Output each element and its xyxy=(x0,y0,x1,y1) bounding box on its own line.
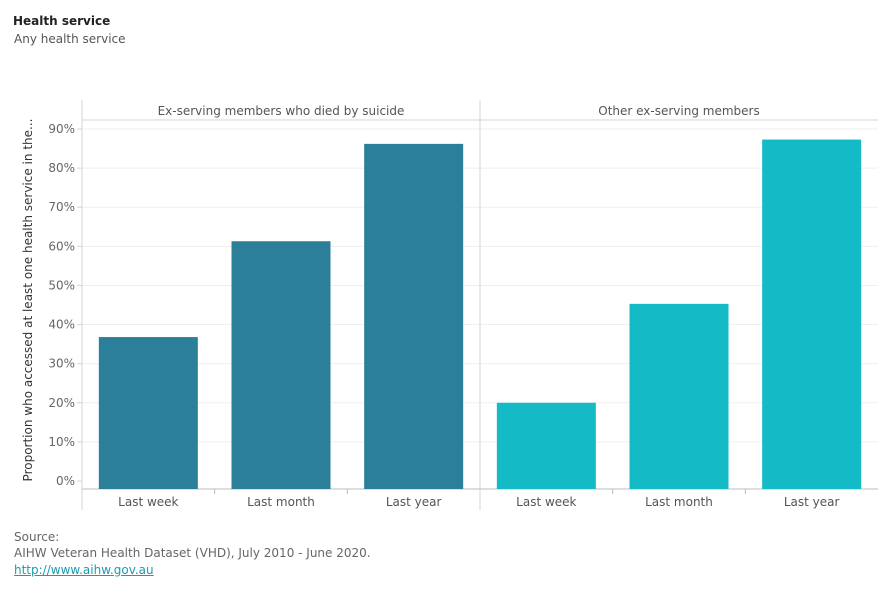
bar xyxy=(496,402,596,489)
y-tick-label: 70% xyxy=(48,200,75,214)
bar xyxy=(762,139,862,489)
y-tick-label: 80% xyxy=(48,161,75,175)
panel-header-label: Other ex-serving members xyxy=(598,104,759,118)
y-tick-label: 50% xyxy=(48,278,75,292)
source-link[interactable]: http://www.aihw.gov.au xyxy=(14,563,154,577)
y-tick-label: 10% xyxy=(48,435,75,449)
y-tick-label: 0% xyxy=(56,474,75,488)
y-tick-label: 40% xyxy=(48,318,75,332)
y-tick-label: 20% xyxy=(48,396,75,410)
x-tick-label: Last week xyxy=(118,495,178,509)
y-axis-label: Proportion who accessed at least one hea… xyxy=(21,119,35,482)
y-tick-label: 60% xyxy=(48,239,75,253)
x-tick-label: Last week xyxy=(516,495,576,509)
bar xyxy=(231,241,331,489)
source-text: AIHW Veteran Health Dataset (VHD), July … xyxy=(14,546,371,560)
x-tick-label: Last month xyxy=(247,495,315,509)
x-tick-label: Last month xyxy=(645,495,713,509)
x-tick-label: Last year xyxy=(784,495,840,509)
bar xyxy=(98,337,198,489)
y-tick-label: 90% xyxy=(48,122,75,136)
panel-header-label: Ex-serving members who died by suicide xyxy=(158,104,405,118)
bar xyxy=(364,143,464,489)
x-tick-label: Last year xyxy=(386,495,442,509)
y-tick-label: 30% xyxy=(48,357,75,371)
bar-chart: 0% 10% 20% 30% 40% 50% 60% 70% 80% 90% Proportion … xyxy=(21,100,878,510)
source-label: Source: xyxy=(14,530,60,544)
chart-title: Health service xyxy=(13,14,111,28)
bar xyxy=(629,303,729,489)
chart-subtitle: Any health service xyxy=(14,32,126,46)
